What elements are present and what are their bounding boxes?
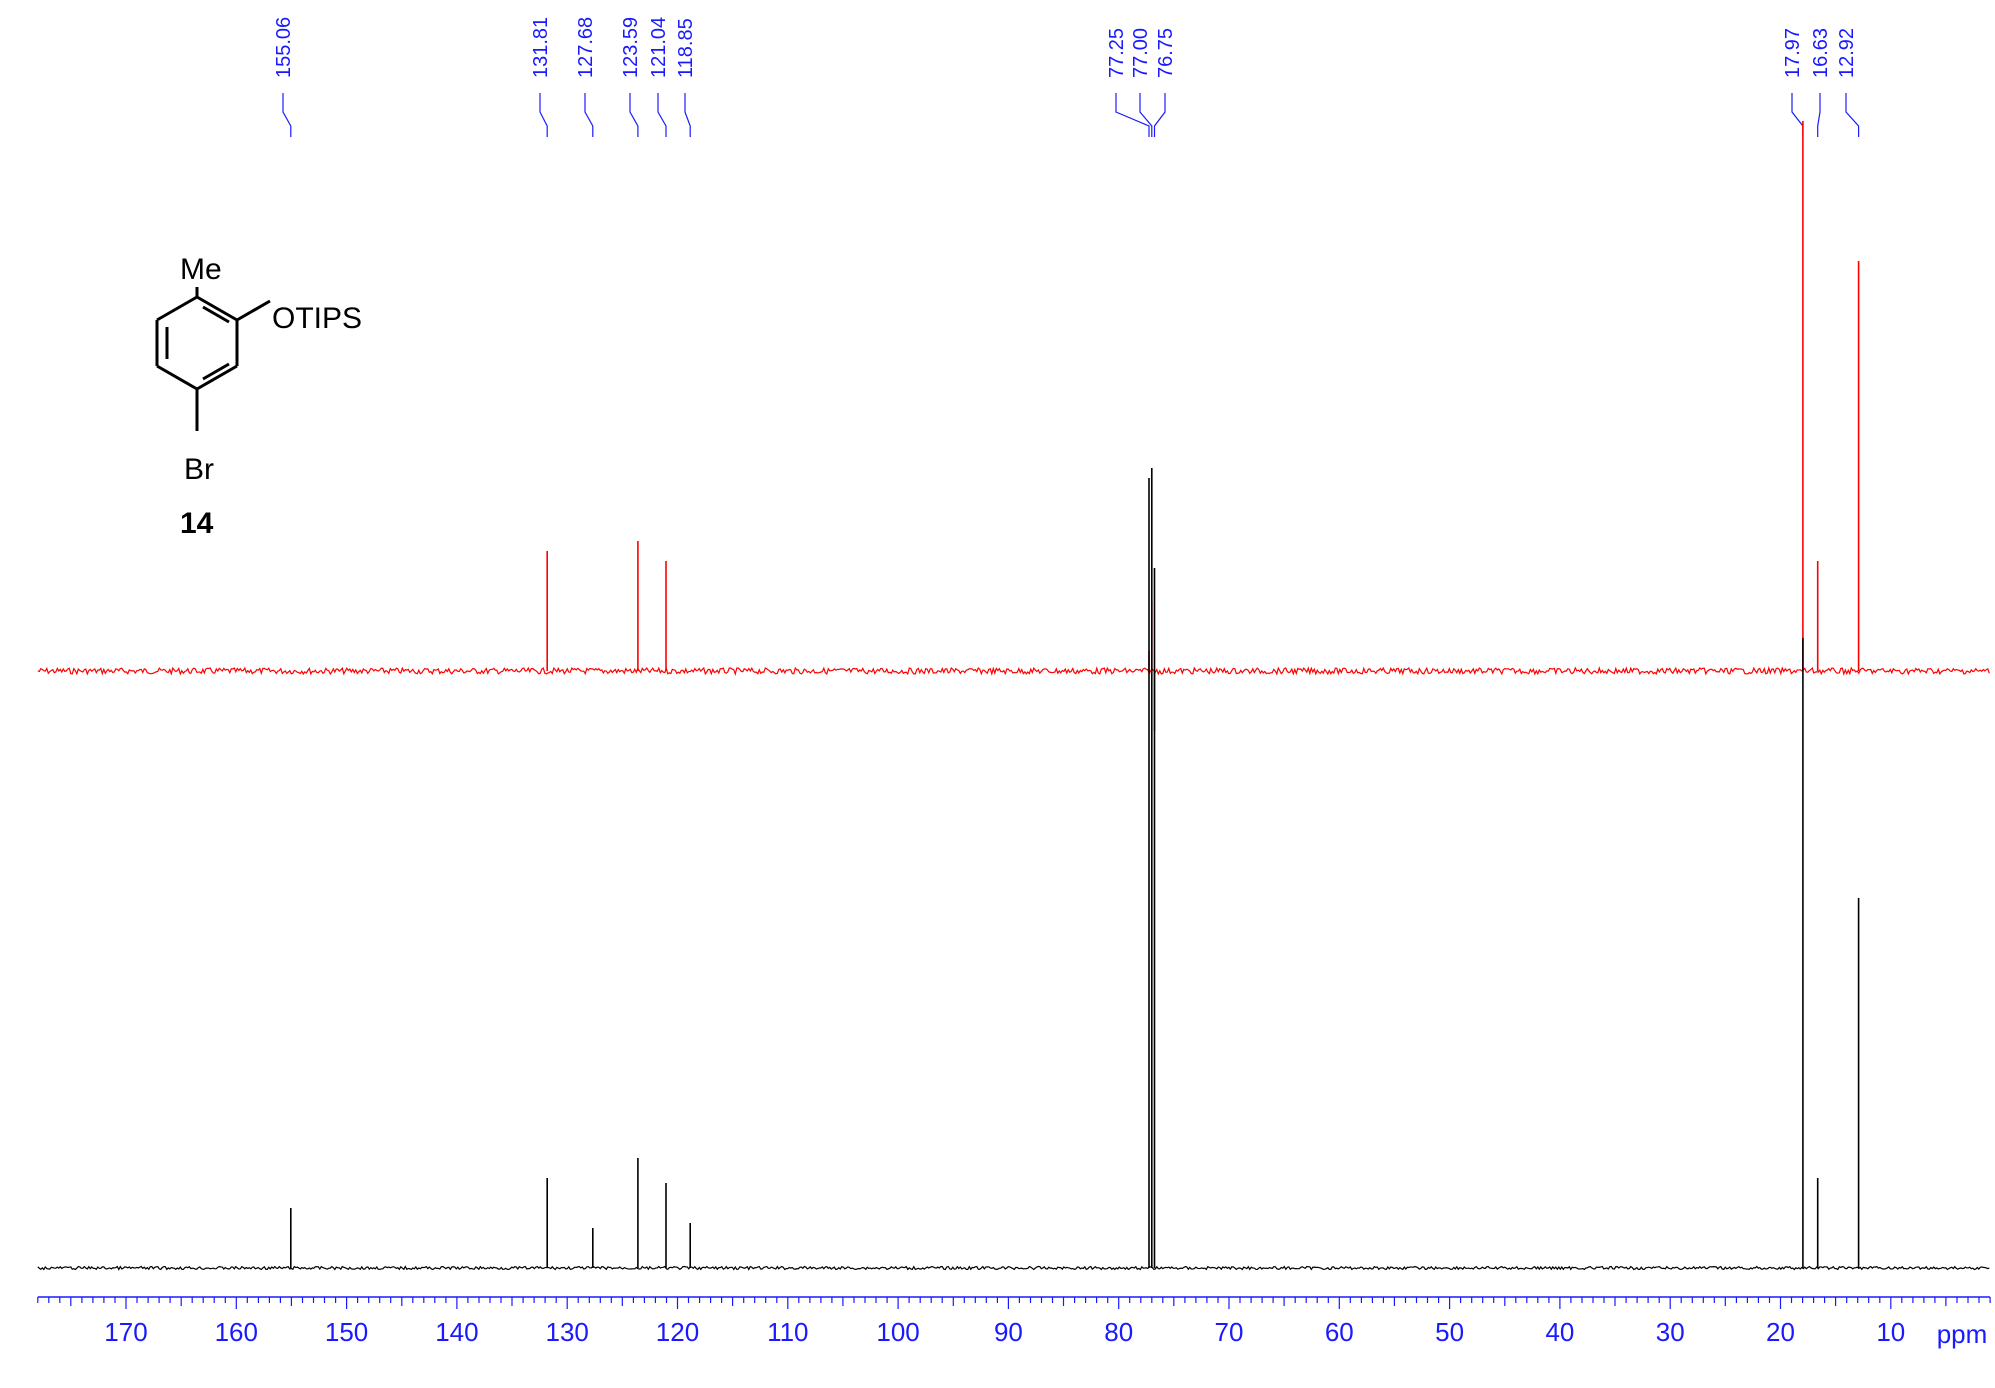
tick-label: 150	[325, 1317, 368, 1347]
benzene-ring	[155, 287, 271, 431]
tick-label: 50	[1435, 1317, 1464, 1347]
peak-label: 16.63	[1810, 28, 1832, 78]
tick-label: 10	[1876, 1317, 1905, 1347]
tick-label: 130	[546, 1317, 589, 1347]
peak-label: 118.85	[675, 18, 697, 78]
methyl-label: Me	[180, 253, 222, 286]
tick-label: 170	[104, 1317, 147, 1347]
otips-label: OTIPS	[272, 302, 362, 335]
peak-label: 155.06	[273, 17, 295, 78]
peak-label: 123.59	[620, 17, 642, 78]
peak-label: 77.00	[1130, 28, 1152, 78]
compound-number: 14	[180, 507, 214, 540]
peak-label-leader	[539, 93, 548, 137]
peak-label-leader	[282, 93, 292, 137]
tick-label: 110	[767, 1317, 808, 1347]
tick-label: 70	[1215, 1317, 1244, 1347]
tick-label: 60	[1325, 1317, 1354, 1347]
peak-label-leader	[1153, 93, 1166, 137]
tick-label: 20	[1766, 1317, 1795, 1347]
tick-label: 40	[1545, 1317, 1574, 1347]
peak-label-leader	[629, 93, 639, 137]
peak-label-leader	[1817, 93, 1821, 137]
peak-label: 12.92	[1836, 28, 1858, 78]
dept-trace-layer	[37, 121, 1990, 731]
peak-label-leader	[684, 93, 691, 137]
tick-label: 160	[215, 1317, 258, 1347]
tick-label: 140	[435, 1317, 478, 1347]
axis-unit-label: ppm	[1937, 1319, 1988, 1349]
peak-label-leader	[657, 93, 667, 137]
peak-label-leader	[1115, 93, 1150, 137]
dept-trace-noise	[37, 665, 1990, 677]
peak-label-layer: 155.06 131.81 127.68 123.59 121.04 118.85 77.2…	[273, 17, 1860, 137]
carbon-trace-layer	[37, 468, 1990, 1271]
peak-label-leader	[1845, 93, 1860, 137]
molecule-structure: Me OTIPS Br 14	[155, 253, 362, 540]
tick-label: 30	[1656, 1317, 1685, 1347]
peak-label-leader	[1791, 93, 1804, 137]
tick-label: 90	[994, 1317, 1023, 1347]
peak-label: 127.68	[575, 17, 597, 78]
bromo-label: Br	[184, 453, 214, 486]
tick-label: 120	[656, 1317, 699, 1347]
peak-label: 76.75	[1155, 28, 1177, 78]
peak-label-leader	[1139, 93, 1153, 137]
tick-label: 100	[876, 1317, 919, 1347]
peak-label: 77.25	[1106, 28, 1128, 78]
peak-label-leader	[584, 93, 594, 137]
tick-label: 80	[1104, 1317, 1133, 1347]
carbon-trace-noise	[37, 1265, 1990, 1271]
ppm-axis: 170 160 150 140 130 120 110 100 90 80 70 60 50 40 30 20…	[37, 1296, 1991, 1349]
peak-label: 17.97	[1782, 28, 1804, 78]
peak-label: 131.81	[530, 17, 552, 78]
peak-label: 121.04	[648, 17, 670, 78]
